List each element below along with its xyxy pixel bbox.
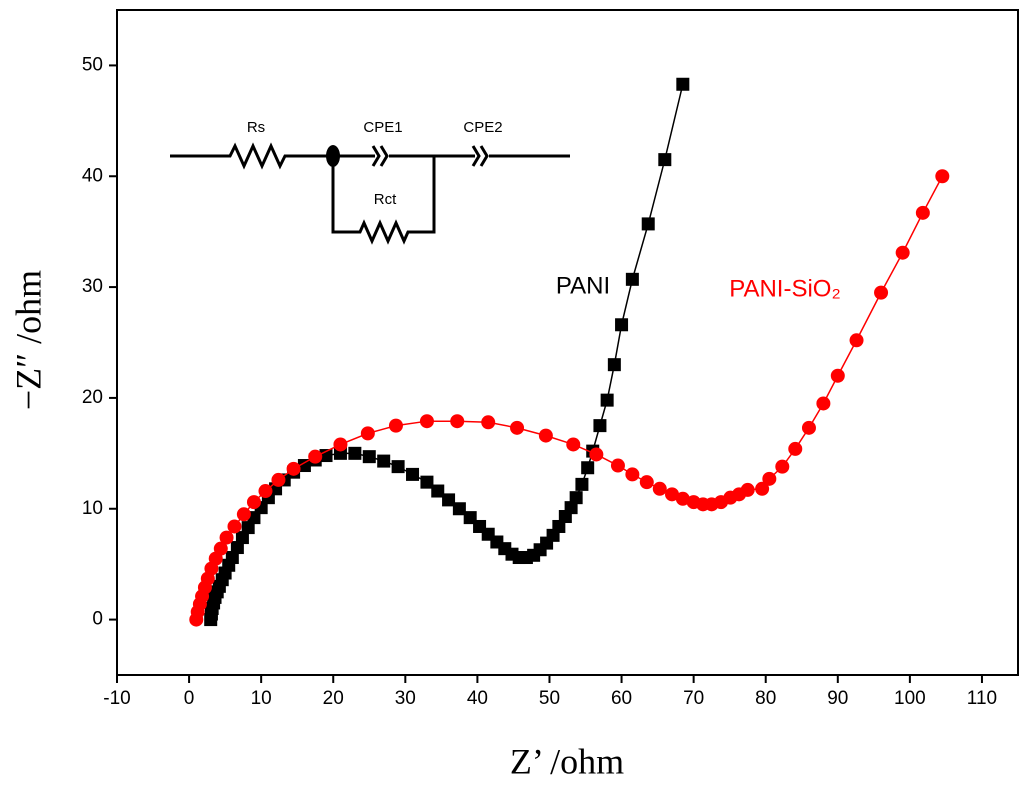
- data-point: [481, 415, 496, 430]
- data-point: [788, 441, 803, 456]
- y-tick-label: 40: [82, 165, 103, 186]
- x-tick-label: 110: [967, 688, 997, 709]
- data-point: [442, 493, 456, 507]
- y-axis-label: −Z″ /ohm: [8, 270, 48, 410]
- data-point: [391, 460, 405, 474]
- x-tick-label: 60: [611, 688, 632, 709]
- series-line: [195, 175, 943, 620]
- data-point: [236, 507, 251, 522]
- data-point: [388, 418, 403, 433]
- data-point: [552, 519, 566, 533]
- data-point: [625, 272, 639, 286]
- data-point: [607, 358, 621, 372]
- x-tick-label: 100: [894, 688, 926, 709]
- y-tick-label: 30: [82, 276, 103, 297]
- data-point: [830, 368, 845, 383]
- data-point: [431, 484, 445, 498]
- data-point: [874, 285, 889, 300]
- data-point: [895, 245, 910, 260]
- data-point: [569, 491, 583, 505]
- series-label: PANI-SiO₂: [729, 275, 841, 302]
- data-point: [241, 521, 255, 535]
- x-tick-label: 0: [184, 688, 195, 709]
- data-point: [230, 541, 244, 555]
- data-point: [801, 420, 816, 435]
- data-point: [377, 454, 391, 468]
- circuit-node: [326, 145, 340, 167]
- data-point: [297, 459, 311, 473]
- data-point: [658, 153, 672, 167]
- x-tick-label: 70: [683, 688, 704, 709]
- data-point: [566, 437, 581, 452]
- data-point: [258, 484, 273, 499]
- x-tick-label: 50: [539, 688, 560, 709]
- data-point: [652, 481, 667, 496]
- x-tick-label: 80: [755, 688, 776, 709]
- data-point: [755, 481, 770, 496]
- data-point: [665, 487, 680, 502]
- data-point: [610, 458, 625, 473]
- data-point: [575, 477, 589, 491]
- x-tick-label: -10: [103, 688, 130, 709]
- data-point: [740, 482, 755, 497]
- data-point: [360, 426, 375, 441]
- x-tick-label: 90: [827, 688, 848, 709]
- data-point: [935, 169, 950, 184]
- x-tick-label: 20: [323, 688, 344, 709]
- data-point: [286, 461, 301, 476]
- data-point: [639, 475, 654, 490]
- x-tick-label: 40: [467, 688, 488, 709]
- circuit-label: Rs: [247, 119, 265, 136]
- data-point: [406, 467, 420, 481]
- cpe-symbol: [371, 145, 489, 167]
- x-axis-label: Z’ /ohm: [510, 741, 624, 781]
- data-point: [581, 461, 595, 475]
- data-point: [333, 437, 348, 452]
- y-tick-label: 50: [82, 54, 103, 75]
- plot-frame: [116, 9, 1019, 676]
- data-point: [762, 471, 777, 486]
- data-point: [219, 530, 234, 545]
- data-point: [615, 318, 629, 332]
- circuit-inset: Rs CPE1 CPE2 Rct: [170, 119, 570, 245]
- data-point: [641, 217, 655, 231]
- data-point: [308, 449, 323, 464]
- data-point: [246, 495, 261, 510]
- circuit-label: Rct: [374, 191, 397, 208]
- data-point: [510, 420, 525, 435]
- data-point: [450, 414, 465, 429]
- x-tick-label: 10: [251, 688, 272, 709]
- circuit-label: CPE1: [363, 119, 402, 136]
- data-point: [775, 459, 790, 474]
- data-point: [816, 396, 831, 411]
- circuit-wire: [170, 142, 570, 245]
- data-point: [235, 531, 249, 545]
- data-point: [564, 501, 578, 515]
- data-point: [227, 519, 242, 534]
- y-tick-label: 20: [82, 387, 103, 408]
- series-label: PANI: [556, 272, 610, 299]
- data-point: [676, 77, 690, 91]
- x-tick-label: 30: [395, 688, 416, 709]
- data-point: [593, 419, 607, 433]
- data-point: [538, 428, 553, 443]
- data-point: [225, 551, 239, 565]
- data-point: [849, 333, 864, 348]
- data-point: [452, 502, 466, 516]
- data-point: [348, 446, 362, 460]
- data-point: [419, 414, 434, 429]
- data-point: [271, 472, 286, 487]
- y-tick-label: 10: [82, 498, 103, 519]
- data-point: [213, 541, 228, 556]
- circuit-label: CPE2: [463, 119, 502, 136]
- data-point: [915, 205, 930, 220]
- data-point: [600, 393, 614, 407]
- y-tick-label: 0: [92, 609, 103, 630]
- data-point: [675, 491, 690, 506]
- data-point: [625, 467, 640, 482]
- data-point: [589, 447, 604, 462]
- data-point: [420, 475, 434, 489]
- data-point: [362, 450, 376, 464]
